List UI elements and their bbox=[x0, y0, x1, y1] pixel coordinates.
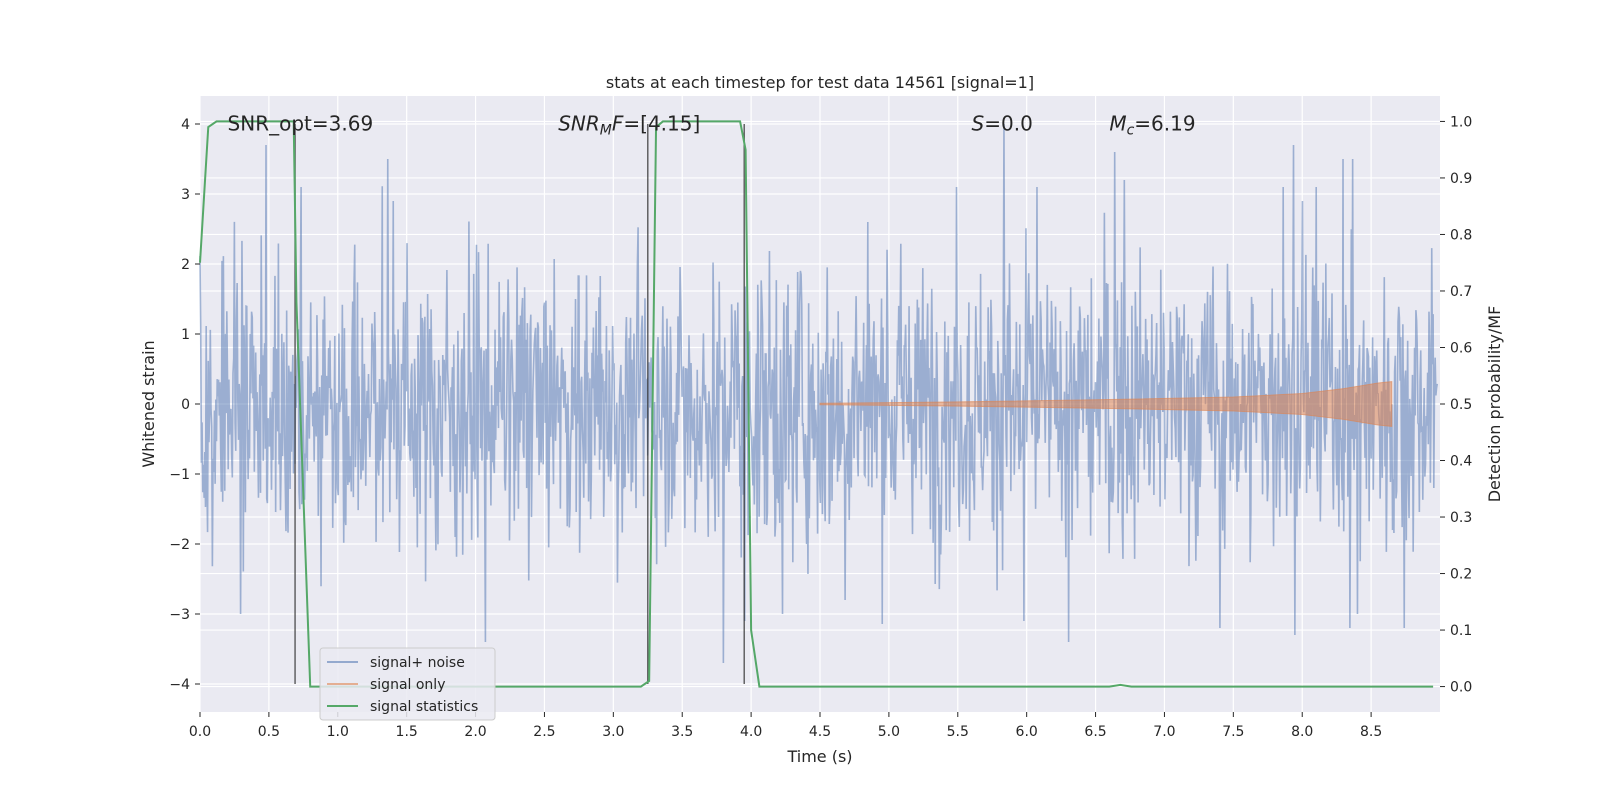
ytick-label-2: 2 bbox=[181, 257, 190, 273]
legend-label-signal-only: signal only bbox=[370, 677, 445, 693]
ytick-label-4: 0 bbox=[181, 397, 190, 413]
xtick-label-14: 7.0 bbox=[1153, 724, 1175, 740]
legend-label-signal-noise: signal+ noise bbox=[370, 655, 465, 671]
y2tick-label-7: 0.3 bbox=[1450, 510, 1472, 526]
xtick-label-0: 0.0 bbox=[189, 724, 211, 740]
xtick-label-5: 2.5 bbox=[533, 724, 555, 740]
annotation-s-value: S=0.0 bbox=[972, 112, 1033, 136]
y2tick-label-5: 0.5 bbox=[1450, 397, 1472, 413]
x-axis: 0.0 0.5 1.0 1.5 2.0 2.5 3.0 3.5 4.0 4.5 5.0 5.5 6.0 6… bbox=[189, 712, 1382, 740]
ytick-label-5: −1 bbox=[169, 467, 190, 483]
y2tick-label-1: 0.9 bbox=[1450, 171, 1472, 187]
xtick-label-2: 1.0 bbox=[327, 724, 349, 740]
xtick-label-6: 3.0 bbox=[602, 724, 624, 740]
xtick-label-4: 2.0 bbox=[464, 724, 486, 740]
xtick-label-11: 5.5 bbox=[947, 724, 969, 740]
series-signal-statistics bbox=[199, 120, 1434, 688]
xtick-label-8: 4.0 bbox=[740, 724, 762, 740]
signal-statistics-line bbox=[199, 120, 1434, 688]
x-axis-label: Time (s) bbox=[786, 747, 852, 766]
xtick-label-9: 4.5 bbox=[809, 724, 831, 740]
ytick-label-1: 3 bbox=[181, 187, 190, 203]
xtick-label-17: 8.5 bbox=[1360, 724, 1382, 740]
ytick-label-6: −2 bbox=[169, 537, 190, 553]
xtick-label-1: 0.5 bbox=[258, 724, 280, 740]
series-signal-only bbox=[819, 381, 1393, 427]
xtick-label-7: 3.5 bbox=[671, 724, 693, 740]
y2tick-label-0: 1.0 bbox=[1450, 114, 1472, 130]
annotations: SNR_opt=3.69 SNRMF=[4.15] S=0.0 Mc=6.19 bbox=[228, 112, 1196, 139]
xtick-label-10: 5.0 bbox=[878, 724, 900, 740]
ytick-label-0: 4 bbox=[181, 117, 190, 133]
legend: signal+ noise signal only signal statist… bbox=[319, 647, 496, 721]
xtick-label-3: 1.5 bbox=[396, 724, 418, 740]
annotation-snr-opt: SNR_opt=3.69 bbox=[228, 112, 374, 136]
y-axis-left: 4 3 2 1 0 −1 −2 −3 −4 bbox=[169, 117, 200, 693]
y2tick-label-4: 0.6 bbox=[1450, 340, 1472, 356]
y2tick-label-3: 0.7 bbox=[1450, 284, 1472, 300]
y-axis-right: 1.0 0.9 0.8 0.7 0.6 0.5 0.4 0.3 0.2 0.1 0.0 bbox=[1440, 114, 1472, 696]
annotation-chirp-mass: Mc=6.19 bbox=[1109, 112, 1195, 139]
signal-noise-line bbox=[199, 123, 1439, 664]
ytick-label-3: 1 bbox=[181, 327, 190, 343]
chart-title: stats at each timestep for test data 145… bbox=[606, 73, 1034, 92]
xtick-label-12: 6.0 bbox=[1016, 724, 1038, 740]
ytick-label-7: −3 bbox=[169, 607, 190, 623]
y2tick-label-6: 0.4 bbox=[1450, 454, 1472, 470]
ytick-label-8: −4 bbox=[169, 677, 190, 693]
xtick-label-13: 6.5 bbox=[1084, 724, 1106, 740]
legend-box bbox=[319, 647, 496, 721]
y2tick-label-10: 0.0 bbox=[1450, 680, 1472, 696]
xtick-label-15: 7.5 bbox=[1222, 724, 1244, 740]
y-axis-label: Whitened strain bbox=[139, 340, 158, 467]
y2tick-label-2: 0.8 bbox=[1450, 227, 1472, 243]
y2tick-label-8: 0.2 bbox=[1450, 567, 1472, 583]
annotation-snr-mf: SNRMF=[4.15] bbox=[558, 112, 700, 139]
y2-axis-label: Detection probability/MF bbox=[1485, 306, 1504, 503]
legend-label-signal-statistics: signal statistics bbox=[370, 699, 478, 715]
signal-only-line bbox=[819, 381, 1393, 427]
xtick-label-16: 8.0 bbox=[1291, 724, 1313, 740]
y2tick-label-9: 0.1 bbox=[1450, 623, 1472, 639]
series-signal-noise bbox=[199, 123, 1439, 664]
